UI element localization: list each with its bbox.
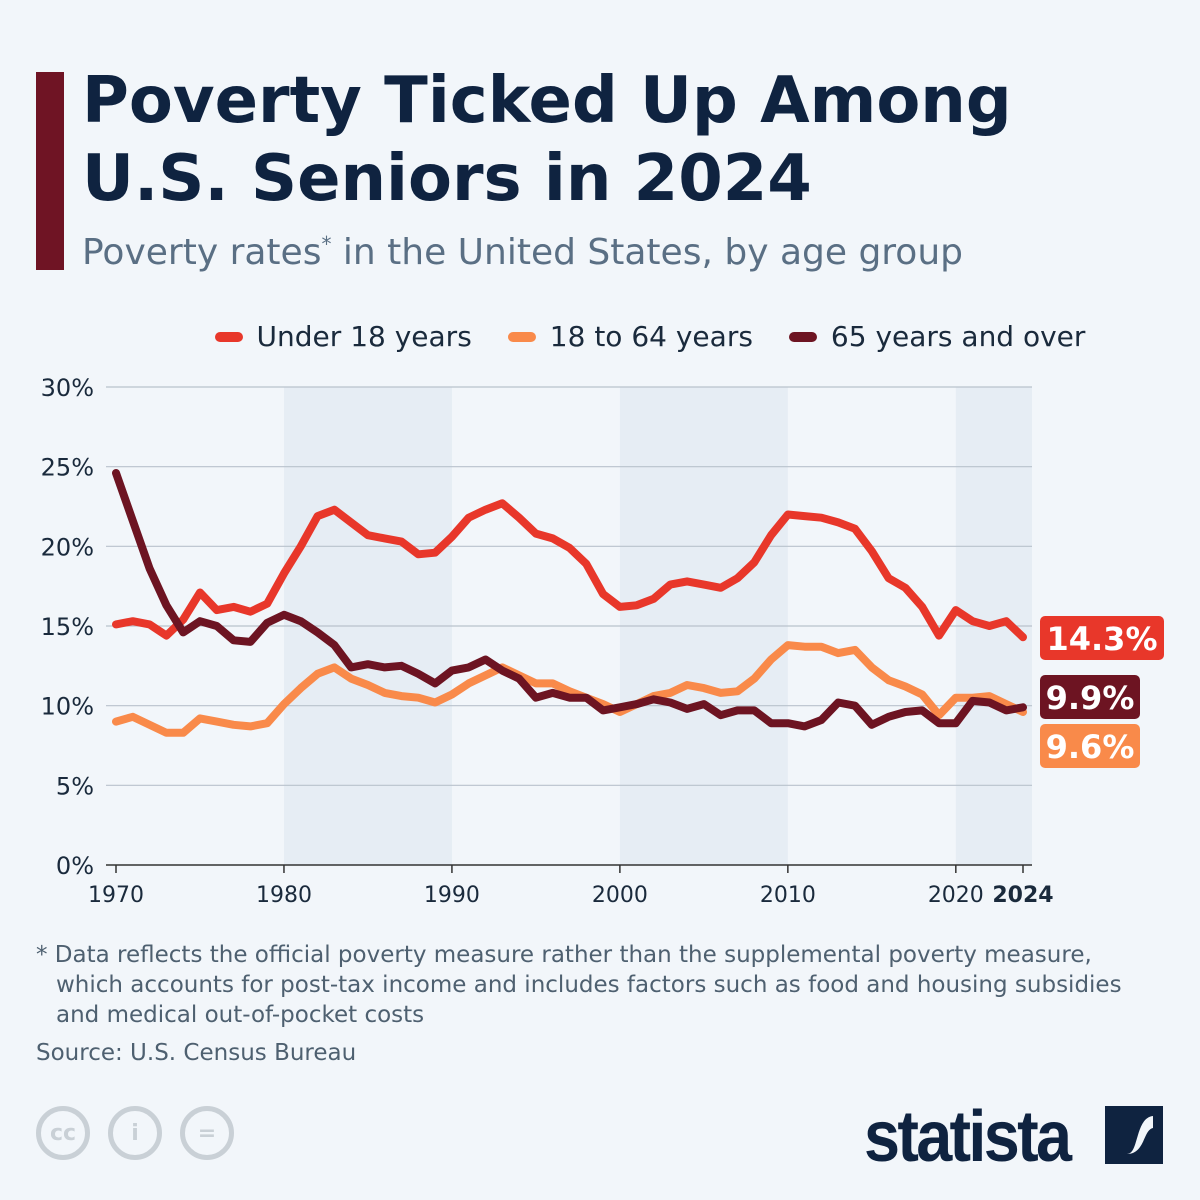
end-value-label: 9.9%: [1046, 679, 1135, 717]
end-label-box: [1040, 724, 1140, 768]
series-line-1: [112, 641, 1027, 737]
y-tick-label: 25%: [41, 454, 94, 482]
series-line-2: [112, 469, 1027, 731]
legend-label: 65 years and over: [830, 320, 1086, 353]
nd-icon[interactable]: =: [180, 1106, 234, 1160]
y-tick-label: 10%: [41, 693, 94, 721]
x-tick-label: 2020: [928, 883, 984, 908]
statista-logo[interactable]: statista: [864, 1097, 1072, 1177]
accent-bar: [36, 72, 64, 270]
x-tick-label: 1980: [256, 883, 312, 908]
by-icon[interactable]: i: [108, 1106, 162, 1160]
x-tick-label: 2024: [992, 883, 1053, 908]
end-label-box: [1040, 616, 1164, 660]
subtitle-rest: in the United States, by age group: [331, 232, 963, 273]
y-tick-label: 15%: [41, 613, 94, 641]
end-value-label: 9.6%: [1046, 728, 1135, 766]
end-label-box: [1040, 675, 1140, 719]
legend-item-under18: Under 18 years: [214, 320, 472, 353]
x-tick-label: 1990: [424, 883, 480, 908]
y-tick-label: 5%: [56, 772, 94, 800]
legend-item-18to64: 18 to 64 years: [507, 320, 753, 353]
series-line-0: [112, 499, 1027, 642]
legend-item-65plus: 65 years and over: [788, 320, 1086, 353]
legend-label: 18 to 64 years: [549, 320, 753, 353]
legend-label: Under 18 years: [256, 320, 472, 353]
x-tick-label: 2010: [760, 883, 816, 908]
x-tick-label: 2000: [592, 883, 648, 908]
end-value-label: 14.3%: [1046, 620, 1157, 658]
y-tick-label: 20%: [41, 533, 94, 561]
statista-logo-mark-icon: [1105, 1106, 1163, 1164]
subtitle-text: Poverty rates: [82, 232, 322, 273]
chart-title: Poverty Ticked Up Among U.S. Seniors in …: [82, 64, 1012, 216]
footnote-line: * Data reflects the official poverty mea…: [36, 942, 1092, 968]
legend-swatch: [507, 331, 536, 342]
source: Source: U.S. Census Bureau: [36, 1040, 357, 1066]
footnote-line: which accounts for post-tax income and i…: [56, 972, 1122, 998]
chart-subtitle: Poverty rates* in the United States, by …: [82, 232, 963, 273]
legend: Under 18 years 18 to 64 years 65 years a…: [0, 320, 1200, 353]
footnote-mark: *: [321, 232, 332, 256]
footnote: * Data reflects the official poverty mea…: [36, 940, 1156, 1030]
y-tick-label: 0%: [56, 852, 94, 880]
cc-icon[interactable]: cc: [36, 1106, 90, 1160]
legend-swatch: [214, 331, 243, 342]
footnote-line: and medical out-of-pocket costs: [56, 1002, 425, 1028]
y-tick-label: 30%: [41, 374, 94, 402]
legend-swatch: [788, 331, 817, 342]
x-tick-label: 1970: [88, 883, 144, 908]
